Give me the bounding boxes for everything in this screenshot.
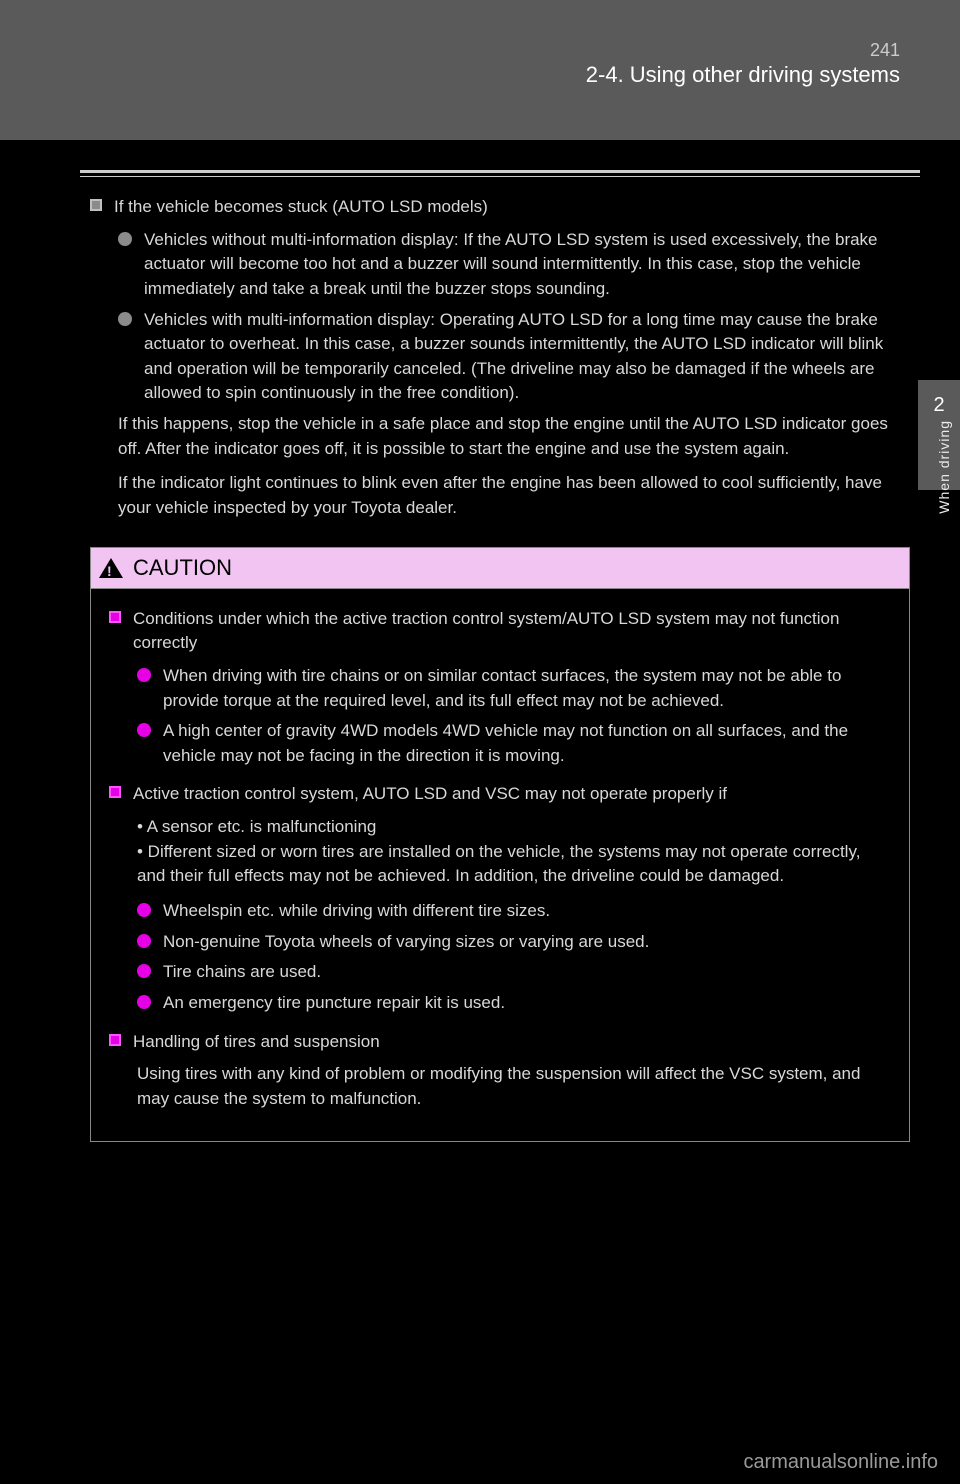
watermark: carmanualsonline.info bbox=[743, 1451, 938, 1474]
bullet-icon bbox=[137, 995, 151, 1009]
bullet-text: Vehicles with multi-information display:… bbox=[144, 308, 910, 407]
bullet-item: Vehicles with multi-information display:… bbox=[118, 308, 910, 407]
page-number: 241 bbox=[870, 40, 900, 61]
bullet-icon bbox=[137, 723, 151, 737]
bullet-icon bbox=[118, 232, 132, 246]
heading-text: Handling of tires and suspension bbox=[133, 1030, 380, 1055]
bullet-text: A high center of gravity 4WD models 4WD … bbox=[163, 719, 891, 768]
bullet-icon bbox=[118, 312, 132, 326]
bullet-icon bbox=[137, 934, 151, 948]
square-marker-icon bbox=[109, 1034, 121, 1046]
bullet-item: Wheelspin etc. while driving with differ… bbox=[137, 899, 891, 924]
section-heading: If the vehicle becomes stuck (AUTO LSD m… bbox=[90, 195, 910, 220]
heading-text: Conditions under which the active tracti… bbox=[133, 607, 891, 656]
bullet-item: A high center of gravity 4WD models 4WD … bbox=[137, 719, 891, 768]
warning-triangle-icon bbox=[99, 558, 123, 578]
paragraph: Using tires with any kind of problem or … bbox=[137, 1062, 891, 1111]
bullet-icon bbox=[137, 668, 151, 682]
square-marker-icon bbox=[109, 611, 121, 623]
caution-body: Conditions under which the active tracti… bbox=[91, 589, 909, 1142]
heading-text: If the vehicle becomes stuck (AUTO LSD m… bbox=[114, 195, 488, 220]
bullet-text: When driving with tire chains or on simi… bbox=[163, 664, 891, 713]
side-tab-number: 2 bbox=[933, 394, 944, 417]
bullet-item: An emergency tire puncture repair kit is… bbox=[137, 991, 891, 1016]
side-tab-label: When driving bbox=[936, 420, 952, 514]
square-marker-icon bbox=[109, 786, 121, 798]
paragraph: If this happens, stop the vehicle in a s… bbox=[118, 412, 910, 461]
bullet-icon bbox=[137, 964, 151, 978]
caution-title: CAUTION bbox=[133, 552, 232, 584]
caution-heading: Active traction control system, AUTO LSD… bbox=[109, 782, 891, 807]
caution-heading: Handling of tires and suspension bbox=[109, 1030, 891, 1055]
bullet-text: Tire chains are used. bbox=[163, 960, 321, 985]
bullet-text: Vehicles without multi-information displ… bbox=[144, 228, 910, 302]
heading-text: Active traction control system, AUTO LSD… bbox=[133, 782, 727, 807]
bullet-text: Non-genuine Toyota wheels of varying siz… bbox=[163, 930, 649, 955]
caution-box: CAUTION Conditions under which the activ… bbox=[90, 547, 910, 1143]
header-band: 241 2-4. Using other driving systems bbox=[0, 0, 960, 140]
bullet-item: When driving with tire chains or on simi… bbox=[137, 664, 891, 713]
bullet-item: Vehicles without multi-information displ… bbox=[118, 228, 910, 302]
bullet-text: Wheelspin etc. while driving with differ… bbox=[163, 899, 550, 924]
page-body: If the vehicle becomes stuck (AUTO LSD m… bbox=[0, 140, 960, 1142]
bullet-icon bbox=[137, 903, 151, 917]
double-rule bbox=[80, 170, 920, 177]
caution-heading: Conditions under which the active tracti… bbox=[109, 607, 891, 656]
bullet-item: Non-genuine Toyota wheels of varying siz… bbox=[137, 930, 891, 955]
bullet-text: An emergency tire puncture repair kit is… bbox=[163, 991, 505, 1016]
section-title: 2-4. Using other driving systems bbox=[586, 62, 900, 88]
caution-header: CAUTION bbox=[91, 548, 909, 589]
square-marker-icon bbox=[90, 199, 102, 211]
bullet-item: Tire chains are used. bbox=[137, 960, 891, 985]
paragraph: If the indicator light continues to blin… bbox=[118, 471, 910, 520]
paragraph: • A sensor etc. is malfunctioning • Diff… bbox=[137, 815, 891, 889]
